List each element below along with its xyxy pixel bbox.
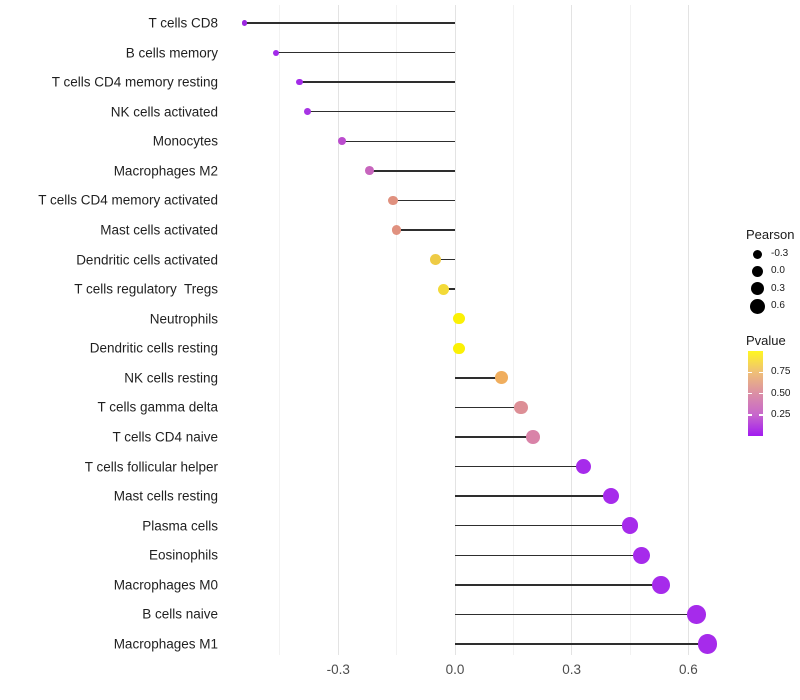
gridline-major — [337, 5, 339, 655]
category-label: T cells follicular helper — [84, 458, 218, 474]
x-tick-label: 0.6 — [679, 662, 698, 677]
x-tick-label: 0.0 — [445, 662, 465, 677]
lollipop-dot — [633, 546, 651, 564]
category-label: T cells CD4 naive — [112, 429, 218, 445]
lollipop-stem — [455, 465, 584, 468]
legend-size-label: 0.6 — [771, 300, 785, 312]
lollipop-stem — [369, 170, 455, 172]
category-label: Dendritic cells resting — [89, 340, 218, 356]
lollipop-stem — [455, 643, 708, 645]
category-label: T cells regulatory Tregs — [74, 281, 218, 297]
gridline-minor — [279, 5, 281, 655]
category-label: NK cells resting — [124, 370, 218, 386]
lollipop-stem — [443, 288, 455, 290]
category-label: Macrophages M0 — [113, 577, 218, 593]
gridline-major — [454, 5, 456, 655]
lollipop-dot — [575, 458, 591, 475]
lollipop-dot — [388, 195, 398, 206]
lollipop-dot — [242, 20, 248, 26]
category-label: T cells CD4 memory resting — [51, 74, 218, 90]
category-label: Eosinophils — [148, 547, 218, 563]
lollipop-stem — [392, 199, 455, 202]
legend-size-label: 0.0 — [771, 265, 785, 277]
category-label: T cells CD8 — [148, 15, 218, 31]
x-tick-label: 0.3 — [562, 662, 582, 677]
pvalue-tick-mark — [748, 371, 752, 373]
lollipop-dot — [602, 488, 619, 505]
lollipop-stem — [455, 436, 533, 438]
lollipop-stem — [455, 613, 697, 616]
lollipop-stem — [276, 51, 455, 54]
lollipop-dot — [686, 605, 706, 624]
lollipop-dot — [453, 342, 465, 355]
lollipop-stem — [455, 554, 642, 557]
lollipop-stem — [307, 110, 455, 113]
lollipop-stem — [244, 22, 455, 24]
category-label: Dendritic cells activated — [76, 251, 218, 267]
lollipop-dot — [338, 137, 347, 146]
category-label: T cells CD4 memory activated — [38, 192, 218, 208]
lollipop-stem — [299, 81, 455, 83]
lollipop-dot — [453, 312, 465, 325]
lollipop-stem — [455, 406, 522, 409]
lollipop-dot — [621, 517, 639, 535]
legend-size-dot — [749, 298, 765, 314]
pvalue-tick-mark — [748, 414, 752, 416]
category-label: Plasma cells — [142, 517, 218, 533]
legend-size-dot — [752, 249, 762, 259]
category-label: B cells naive — [142, 606, 218, 622]
legend-size-label: 0.3 — [771, 282, 785, 294]
lollipop-dot — [365, 166, 374, 176]
lollipop-dot — [437, 283, 449, 295]
pvalue-tick-mark — [759, 414, 763, 416]
category-label: Macrophages M1 — [113, 636, 218, 652]
lollipop-dot — [430, 254, 441, 265]
lollipop-dot — [303, 108, 311, 116]
category-label: Mast cells resting — [113, 488, 218, 504]
legend-pvalue-title: Pvalue — [746, 333, 786, 348]
category-label: Mast cells activated — [100, 222, 218, 238]
lollipop-dot — [273, 49, 280, 56]
pvalue-gradient-bar — [748, 351, 763, 436]
lollipop-stem — [455, 377, 502, 379]
legend-size-dot — [750, 282, 764, 296]
legend-size-label: -0.3 — [771, 248, 789, 259]
lollipop-stem — [342, 140, 455, 143]
lollipop-stem — [435, 258, 455, 261]
lollipop-stem — [396, 229, 455, 231]
legend-size-dot — [751, 265, 763, 277]
pvalue-tick-label: 0.50 — [771, 387, 791, 399]
lollipop-dot — [698, 634, 718, 654]
gridline-major — [571, 5, 573, 655]
category-label: B cells memory — [125, 44, 218, 60]
pvalue-tick-label: 0.75 — [771, 366, 791, 378]
pvalue-tick-mark — [759, 392, 763, 395]
gridline-minor — [396, 5, 398, 655]
category-label: Macrophages M2 — [113, 163, 218, 179]
category-label: T cells gamma delta — [97, 399, 218, 415]
lollipop-stem — [455, 584, 662, 586]
lollipop-dot — [525, 430, 540, 444]
gridline-minor — [629, 5, 631, 655]
pvalue-tick-mark — [748, 392, 752, 395]
x-tick-label: -0.3 — [326, 662, 350, 677]
lollipop-dot — [391, 225, 402, 235]
category-label: NK cells activated — [110, 103, 218, 119]
gridline-minor — [512, 5, 514, 655]
lollipop-stem — [455, 524, 631, 527]
lollipop-dot — [495, 371, 509, 385]
pvalue-tick-label: 0.25 — [771, 408, 791, 420]
legend-pearson-title: Pearson — [746, 227, 795, 242]
gridline-major — [687, 5, 689, 655]
category-label: Monocytes — [152, 133, 218, 149]
lollipop-dot — [296, 78, 303, 86]
lollipop-dot — [514, 400, 528, 415]
category-label: Neutrophils — [149, 310, 218, 326]
lollipop-dot — [652, 576, 670, 594]
lollipop-stem — [455, 495, 611, 497]
pvalue-tick-mark — [759, 371, 763, 373]
